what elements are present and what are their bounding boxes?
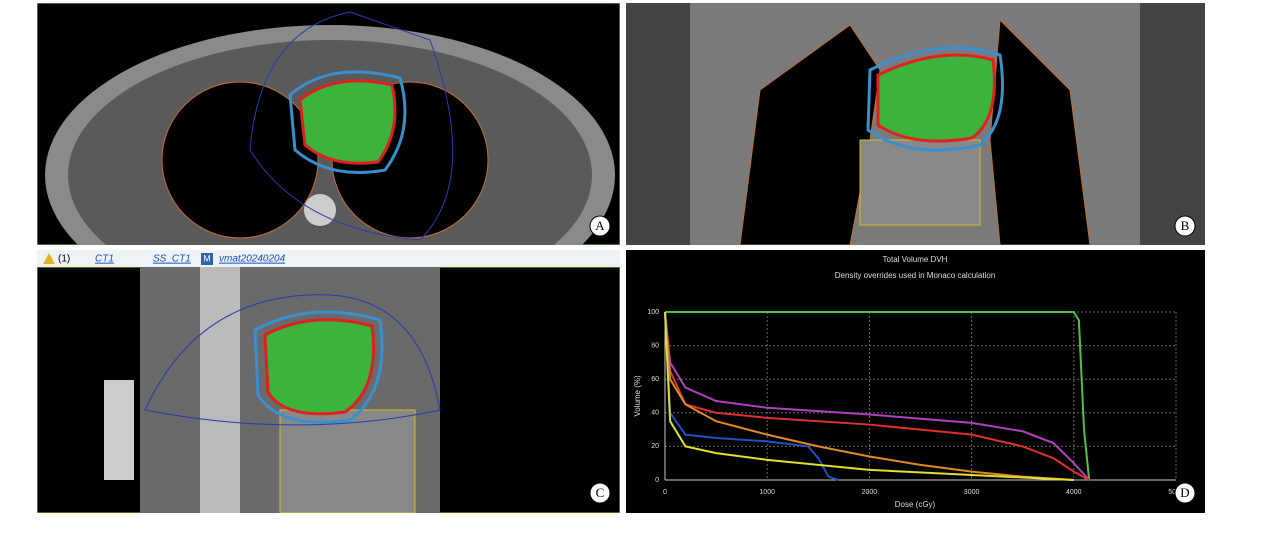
x-tick-label: 4000 bbox=[1066, 489, 1082, 496]
isodose bbox=[866, 46, 1004, 152]
spine bbox=[304, 194, 336, 226]
y-tick-label: 0 bbox=[655, 477, 659, 484]
chart-subtitle: Density overrides used in Monaco calcula… bbox=[835, 271, 996, 280]
ct-link[interactable]: CT1 bbox=[95, 254, 114, 265]
panel-label: A bbox=[595, 218, 605, 233]
target bbox=[298, 79, 397, 165]
dvh-curve bbox=[664, 311, 1074, 481]
lung bbox=[739, 24, 881, 245]
x-axis-label: Dose (cGy) bbox=[895, 500, 936, 509]
ct-sagittal bbox=[37, 267, 620, 513]
chart-title: Total Volume DVH bbox=[883, 255, 948, 264]
ct-axial bbox=[37, 3, 620, 245]
target bbox=[876, 53, 996, 143]
panel-label: B bbox=[1181, 218, 1190, 233]
panel-label: D bbox=[1180, 485, 1189, 500]
panel-label: C bbox=[596, 485, 605, 500]
table bbox=[104, 380, 134, 480]
dvh-curve bbox=[665, 311, 1091, 481]
plot: 020406080100010002000300040005000 bbox=[647, 309, 1184, 496]
y-axis-label: Volume (%) bbox=[633, 375, 642, 417]
x-tick-label: 2000 bbox=[862, 489, 878, 496]
lung bbox=[161, 81, 319, 239]
target bbox=[263, 318, 375, 416]
y-tick-label: 40 bbox=[651, 410, 659, 417]
toolbar bbox=[37, 250, 620, 267]
panel-badge bbox=[1174, 215, 1196, 237]
m-icon-label: M bbox=[203, 253, 211, 263]
y-tick-label: 60 bbox=[651, 376, 659, 383]
warning-icon bbox=[43, 253, 55, 264]
dvh-curve bbox=[664, 311, 1090, 481]
y-tick-label: 100 bbox=[647, 309, 659, 316]
dvh-curve bbox=[664, 311, 1074, 481]
spine bbox=[200, 267, 240, 513]
plan-link[interactable]: vmat20240204 bbox=[219, 254, 286, 265]
x-tick-label: 3000 bbox=[964, 489, 980, 496]
y-tick-label: 20 bbox=[651, 443, 659, 450]
ss-link[interactable]: SS_CT1 bbox=[153, 254, 191, 265]
x-tick-label: 0 bbox=[663, 489, 667, 496]
isodose bbox=[144, 294, 441, 426]
isodose bbox=[288, 70, 407, 174]
isodose bbox=[249, 11, 454, 241]
ct-coronal bbox=[626, 3, 1205, 245]
dvh-curve bbox=[664, 311, 1090, 481]
panel-badge bbox=[1174, 482, 1196, 504]
panel-badge bbox=[589, 215, 611, 237]
x-tick-label: 1000 bbox=[759, 489, 775, 496]
heart bbox=[279, 409, 416, 513]
isodose bbox=[253, 310, 384, 424]
m-icon bbox=[201, 253, 213, 265]
y-tick-label: 80 bbox=[651, 342, 659, 349]
dvh-panel bbox=[626, 250, 1205, 513]
warning-count: (1) bbox=[58, 254, 70, 265]
panel-badge bbox=[589, 482, 611, 504]
dvh-curve bbox=[664, 311, 840, 481]
heart bbox=[859, 139, 981, 226]
